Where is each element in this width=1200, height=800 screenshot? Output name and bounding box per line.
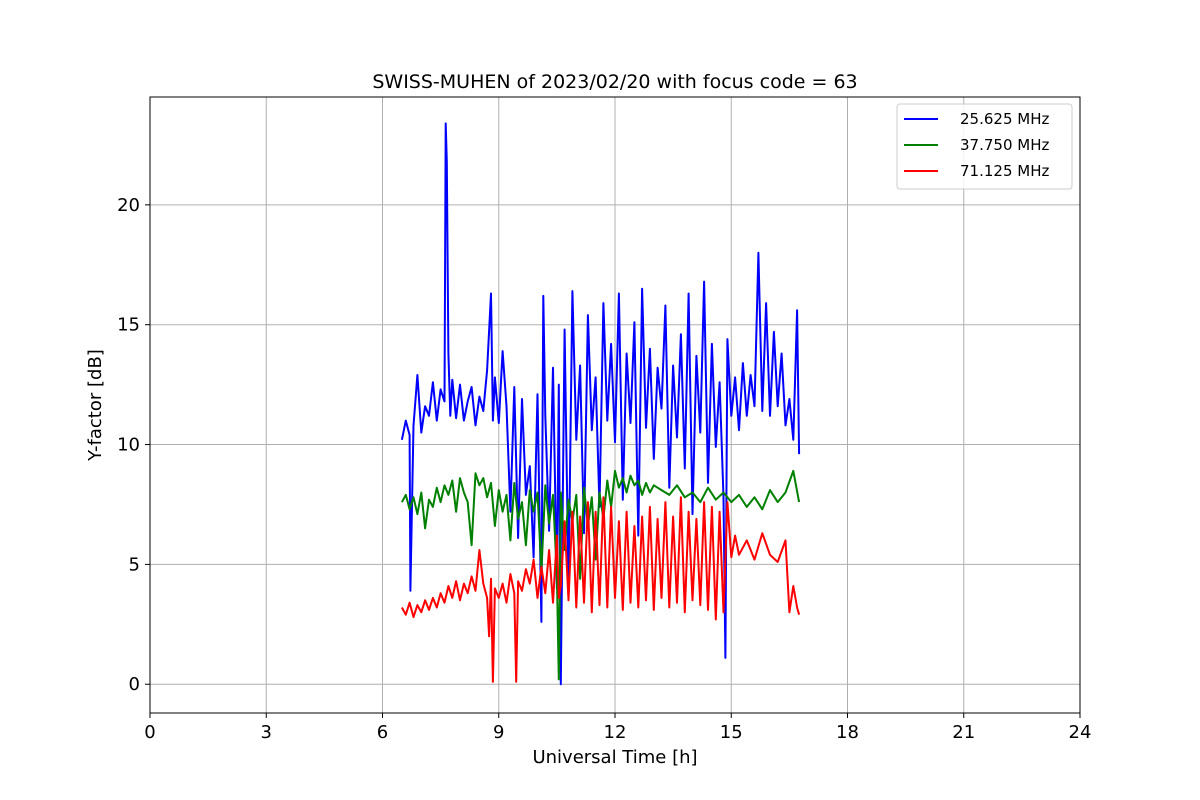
legend-label: 71.125 MHz <box>960 162 1049 180</box>
x-tick-label: 24 <box>1069 722 1092 743</box>
y-tick-label: 15 <box>117 315 140 336</box>
series-line-25-625-mhz <box>400 122 801 686</box>
y-axis-label: Y-factor [dB] <box>85 349 106 462</box>
legend: 25.625 MHz 37.750 MHz 71.125 MHz <box>896 103 1073 190</box>
y-tick-label: 20 <box>117 195 140 216</box>
x-tick-label: 15 <box>720 722 743 743</box>
y-tick-label: 0 <box>129 674 140 695</box>
x-tick-label: 0 <box>144 722 155 743</box>
series-line-37-750-mhz <box>401 469 801 681</box>
x-tick-label: 9 <box>493 722 504 743</box>
chart-title: SWISS-MUHEN of 2023/02/20 with focus cod… <box>372 71 857 93</box>
x-tick-label: 3 <box>261 722 272 743</box>
y-axis: 0 5 10 15 20 <box>117 195 150 695</box>
x-tick-label: 21 <box>952 722 975 743</box>
x-tick-label: 6 <box>377 722 388 743</box>
series-layer <box>400 122 801 686</box>
series-line-71-125-mhz <box>401 496 801 683</box>
x-tick-label: 12 <box>604 722 627 743</box>
y-tick-label: 5 <box>129 554 140 575</box>
x-axis: 0 3 6 9 12 15 18 21 24 <box>144 713 1091 743</box>
legend-label: 37.750 MHz <box>960 136 1049 154</box>
x-axis-label: Universal Time [h] <box>532 747 697 768</box>
y-tick-label: 10 <box>117 435 140 456</box>
x-tick-label: 18 <box>836 722 859 743</box>
legend-box <box>896 103 1073 190</box>
legend-label: 25.625 MHz <box>960 110 1049 128</box>
